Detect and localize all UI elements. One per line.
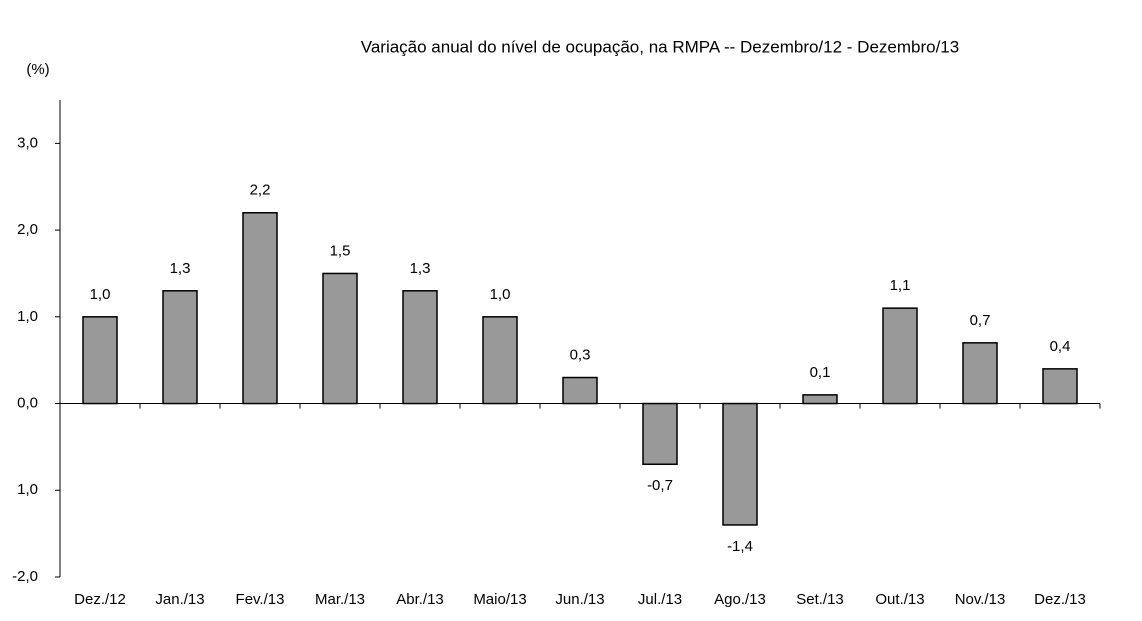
y-tick-label: -2,0 <box>12 568 38 585</box>
data-label: 1,0 <box>90 286 111 303</box>
bar <box>322 272 358 405</box>
data-label: -1,4 <box>727 538 753 555</box>
chart-title: Variação anual do nível de ocupação, na … <box>361 37 959 56</box>
x-tick-label: Jan./13 <box>155 591 204 608</box>
data-label: 0,4 <box>1050 338 1071 355</box>
data-label: -0,7 <box>647 477 673 494</box>
y-tick-label: 3,0 <box>17 134 38 151</box>
x-tick-label: Abr./13 <box>396 591 444 608</box>
data-label: 2,2 <box>250 182 271 199</box>
data-label: 0,1 <box>810 364 831 381</box>
bar <box>562 376 598 405</box>
data-label: 1,3 <box>410 260 431 277</box>
y-tick-label: 1,0 <box>17 308 38 325</box>
x-tick-label: Mar./13 <box>315 591 365 608</box>
x-tick-label: Dez./12 <box>74 591 126 608</box>
x-tick-label: Jun./13 <box>555 591 604 608</box>
x-tick-label: Fev./13 <box>236 591 285 608</box>
bar <box>82 316 118 405</box>
x-tick-label: Nov./13 <box>955 591 1006 608</box>
x-tick-label: Set./13 <box>796 591 844 608</box>
bar <box>722 402 758 526</box>
bar <box>642 402 678 466</box>
data-label: 1,1 <box>890 277 911 294</box>
bar <box>962 342 998 405</box>
bar <box>802 394 838 405</box>
x-tick-label: Dez./13 <box>1034 591 1086 608</box>
x-tick-label: Jul./13 <box>638 591 682 608</box>
x-tick-label: Ago./13 <box>714 591 766 608</box>
bar <box>242 211 278 405</box>
data-label: 1,0 <box>490 286 511 303</box>
bar <box>1042 368 1078 405</box>
y-tick-label: 0,0 <box>17 395 38 412</box>
x-tick-label: Out./13 <box>875 591 924 608</box>
bar <box>162 290 198 405</box>
bar <box>402 290 438 405</box>
bar <box>882 307 918 405</box>
x-tick-label: Maio/13 <box>473 591 526 608</box>
bar <box>482 316 518 405</box>
y-tick-label: 1,0 <box>17 481 38 498</box>
y-tick-label: 2,0 <box>17 221 38 238</box>
data-label: 1,5 <box>330 242 351 259</box>
y-axis-label: (%) <box>26 61 49 78</box>
data-label: 1,3 <box>170 260 191 277</box>
data-label: 0,7 <box>970 312 991 329</box>
data-label: 0,3 <box>570 346 591 363</box>
